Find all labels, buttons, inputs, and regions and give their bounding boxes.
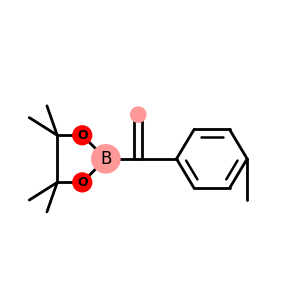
Text: O: O [77, 176, 88, 189]
Text: B: B [100, 150, 112, 168]
Circle shape [73, 173, 92, 192]
Circle shape [92, 145, 120, 173]
Circle shape [130, 107, 146, 122]
Circle shape [73, 126, 92, 145]
Text: O: O [77, 129, 88, 142]
